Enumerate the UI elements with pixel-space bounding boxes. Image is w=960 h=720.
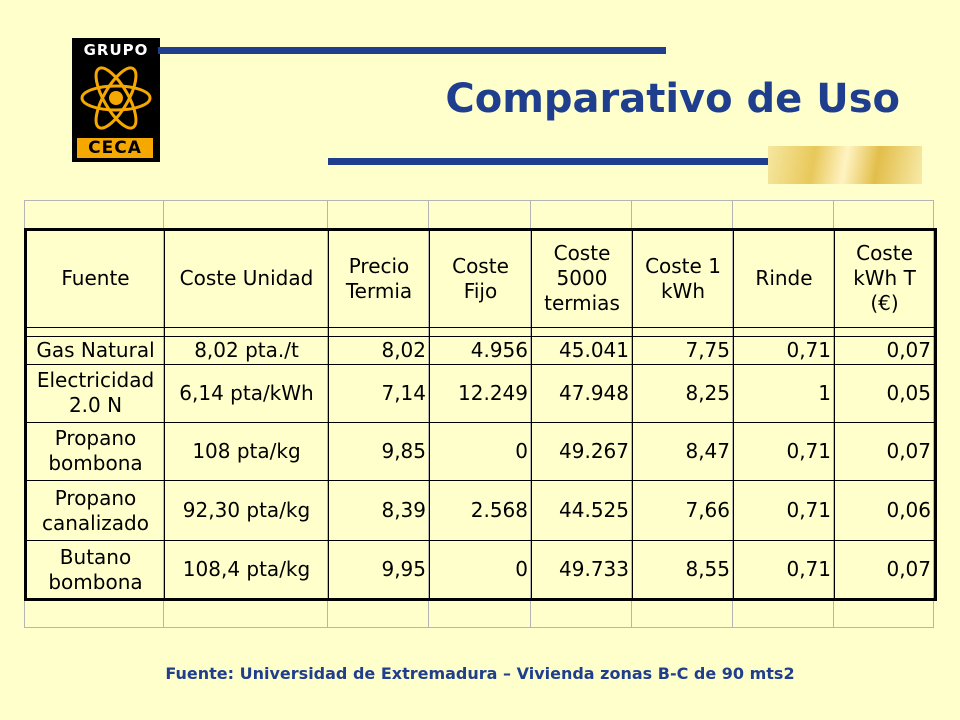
- table-cell: 1: [733, 364, 835, 423]
- table-cell: Gas Natural: [25, 335, 165, 366]
- table-cell: 0,07: [834, 335, 936, 366]
- table-cell: 8,47: [632, 421, 734, 481]
- table-row: Propano canalizado 92,30 pta/kg 8,39 2.5…: [25, 479, 936, 542]
- table-cell: 0,07: [834, 540, 936, 600]
- source-caption: Fuente: Universidad de Extremadura – Viv…: [165, 664, 795, 683]
- table-cell: 8,55: [632, 540, 734, 600]
- column-header: Coste 5000 termias: [531, 229, 633, 328]
- table-cell: 9,95: [328, 540, 430, 600]
- table-cell: 0,06: [834, 479, 936, 542]
- table-row: Electricidad 2.0 N 6,14 pta/kWh 7,14 12.…: [25, 364, 936, 423]
- table-cell: Propano bombona: [25, 421, 165, 481]
- page-title: Comparativo de Uso: [445, 76, 900, 122]
- table-cell: 45.041: [531, 335, 633, 366]
- table-cell: 49.733: [531, 540, 633, 600]
- header-bar-bottom: [328, 158, 922, 165]
- table-header-row: Fuente Coste Unidad Precio Termia Coste …: [25, 229, 936, 328]
- table-cell: Butano bombona: [25, 540, 165, 600]
- table-cell: 0,07: [834, 421, 936, 481]
- table-spacer-row: [25, 326, 936, 337]
- table-row: Gas Natural 8,02 pta./t 8,02 4.956 45.04…: [25, 335, 936, 366]
- table-cell: 0,71: [733, 335, 835, 366]
- table-cell: 0: [429, 421, 532, 481]
- table-cell: 6,14 pta/kWh: [164, 364, 329, 423]
- column-header: Precio Termia: [328, 229, 430, 328]
- column-header: Coste kWh T (€): [834, 229, 936, 328]
- logo-grupo-text: GRUPO: [83, 41, 149, 59]
- column-header: Rinde: [733, 229, 835, 328]
- table-cell: 0,71: [733, 479, 835, 542]
- table-cell: 12.249: [429, 364, 532, 423]
- table-cell: 8,02: [328, 335, 430, 366]
- table-cell: 108 pta/kg: [164, 421, 329, 481]
- table-cell: 0,71: [733, 421, 835, 481]
- table-cell: 4.956: [429, 335, 532, 366]
- table-cell: Propano canalizado: [25, 479, 165, 542]
- table-cell: 2.568: [429, 479, 532, 542]
- column-header: Coste 1 kWh: [632, 229, 734, 328]
- decorative-image: [768, 146, 922, 184]
- table-cell: 8,25: [632, 364, 734, 423]
- table-row: Butano bombona 108,4 pta/kg 9,95 0 49.73…: [25, 540, 936, 600]
- table-cell: 0,05: [834, 364, 936, 423]
- header-bar-top: [158, 47, 666, 54]
- table-cell: Electricidad 2.0 N: [25, 364, 165, 423]
- table-cell: 0: [429, 540, 532, 600]
- table-cell: 8,02 pta./t: [164, 335, 329, 366]
- table-cell: 8,39: [328, 479, 430, 542]
- column-header: Fuente: [25, 229, 165, 328]
- table-cell: 108,4 pta/kg: [164, 540, 329, 600]
- comparison-table: Fuente Coste Unidad Precio Termia Coste …: [24, 228, 937, 601]
- table-cell: 9,85: [328, 421, 430, 481]
- table-cell: 92,30 pta/kg: [164, 479, 329, 542]
- table-cell: 7,66: [632, 479, 734, 542]
- table-cell: 49.267: [531, 421, 633, 481]
- table-row: Propano bombona 108 pta/kg 9,85 0 49.267…: [25, 421, 936, 481]
- logo-ceca-text: CECA: [77, 138, 153, 158]
- grupo-ceca-logo: GRUPO CECA: [72, 38, 160, 162]
- table-cell: 0,71: [733, 540, 835, 600]
- atom-icon: [80, 66, 152, 130]
- table-cell: 47.948: [531, 364, 633, 423]
- column-header: Coste Fijo: [429, 229, 532, 328]
- table-cell: 7,14: [328, 364, 430, 423]
- column-header: Coste Unidad: [164, 229, 329, 328]
- table-cell: 44.525: [531, 479, 633, 542]
- table-cell: 7,75: [632, 335, 734, 366]
